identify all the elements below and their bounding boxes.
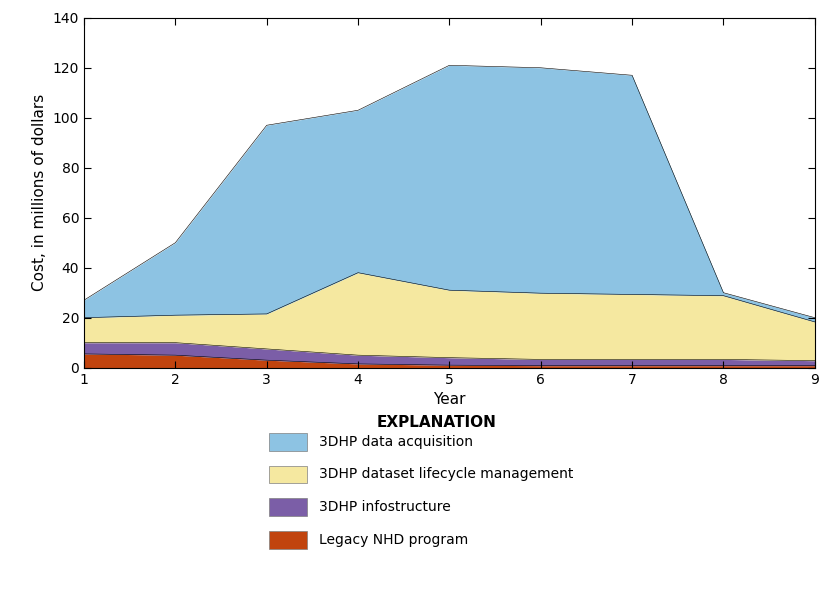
Y-axis label: Cost, in millions of dollars: Cost, in millions of dollars bbox=[32, 94, 47, 291]
Text: 3DHP data acquisition: 3DHP data acquisition bbox=[319, 435, 473, 449]
Text: Legacy NHD program: Legacy NHD program bbox=[319, 533, 469, 547]
Text: 3DHP dataset lifecycle management: 3DHP dataset lifecycle management bbox=[319, 467, 574, 482]
Text: EXPLANATION: EXPLANATION bbox=[377, 415, 496, 430]
X-axis label: Year: Year bbox=[433, 392, 465, 407]
Text: 3DHP infostructure: 3DHP infostructure bbox=[319, 500, 451, 514]
